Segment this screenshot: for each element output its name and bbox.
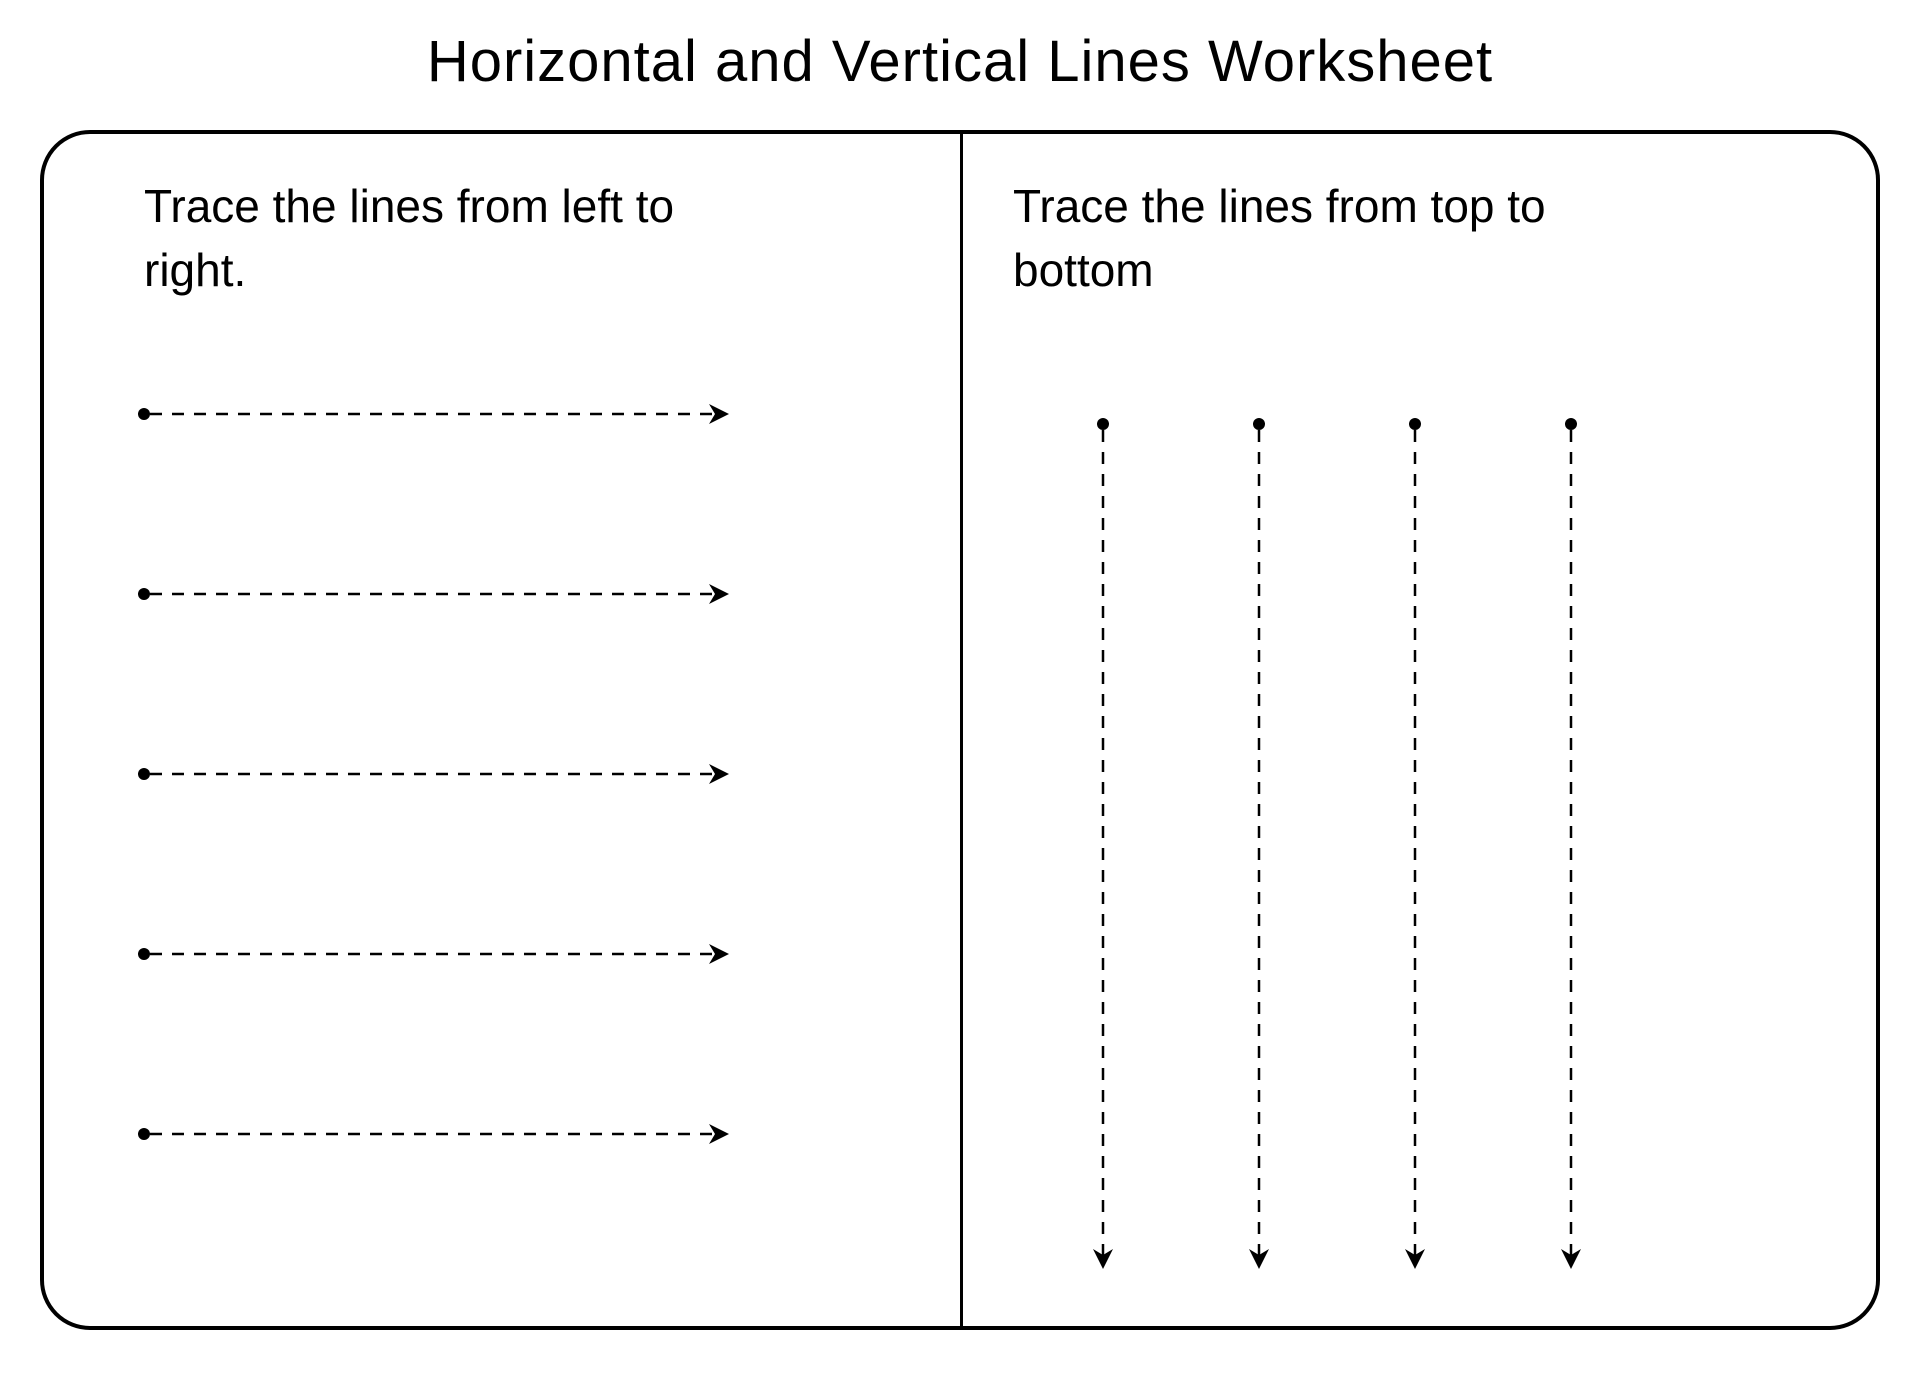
line-start-dot — [138, 948, 150, 960]
line-start-dot — [1565, 418, 1577, 430]
right-panel: Trace the lines from top to bottom — [963, 134, 1876, 1326]
worksheet-title: Horizontal and Vertical Lines Worksheet — [0, 0, 1920, 95]
line-start-dot — [1097, 418, 1109, 430]
line-start-dot — [1253, 418, 1265, 430]
worksheet-frame: Trace the lines from left to right. Trac… — [40, 130, 1880, 1330]
line-start-dot — [138, 768, 150, 780]
left-panel: Trace the lines from left to right. — [44, 134, 960, 1326]
worksheet-page: Horizontal and Vertical Lines Worksheet … — [0, 0, 1920, 1400]
line-start-dot — [138, 588, 150, 600]
horizontal-lines-area — [44, 134, 960, 1326]
line-start-dot — [1409, 418, 1421, 430]
line-start-dot — [138, 408, 150, 420]
line-start-dot — [138, 1128, 150, 1140]
vertical-lines-area — [963, 134, 1876, 1326]
